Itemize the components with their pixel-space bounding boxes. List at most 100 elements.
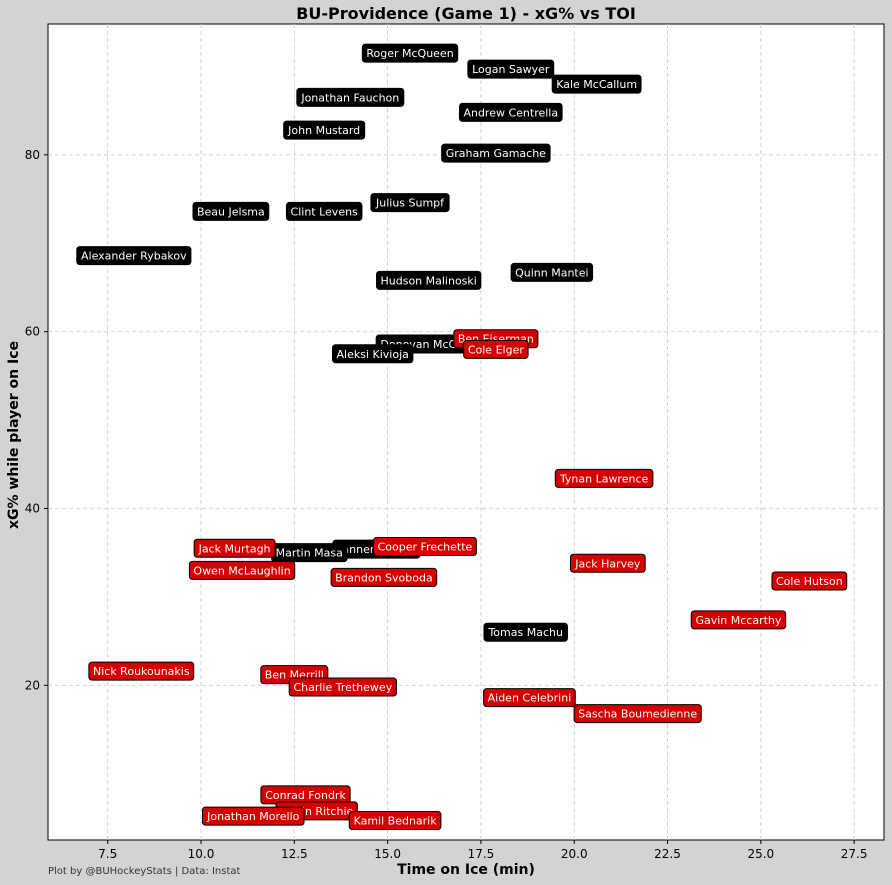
player-label-box — [458, 102, 563, 122]
player-point: Logan Sawyer — [467, 59, 555, 79]
player-point: Sascha Boumedienne — [573, 704, 702, 724]
player-label-box — [348, 811, 442, 831]
player-point: Aiden Celebrini — [483, 688, 576, 708]
player-point: Quinn Mantei — [510, 262, 594, 282]
player-label-box — [296, 87, 405, 107]
x-axis-label: Time on Ice (min) — [397, 862, 535, 878]
player-label-box — [467, 59, 555, 79]
player-point: John Mustard — [283, 120, 366, 140]
player-point: Owen McLaughlin — [188, 560, 296, 580]
player-name: Cole Elger — [468, 343, 524, 356]
player-label-box — [283, 120, 366, 140]
player-label-box — [285, 201, 363, 221]
player-label-box — [573, 704, 702, 724]
player-point: Kale McCallum — [551, 74, 642, 94]
player-name: Cole Hutson — [776, 575, 843, 588]
player-name: Tynan Lawrence — [559, 472, 649, 485]
player-label-box — [76, 246, 192, 266]
player-label-box — [193, 538, 276, 558]
player-point: Tomas Machu — [483, 622, 568, 642]
player-label-box — [332, 344, 414, 364]
player-point: Cooper Frechette — [372, 536, 477, 556]
player-label-box — [510, 262, 594, 282]
player-point: Conrad Fondrk — [260, 785, 351, 805]
player-name: Owen McLaughlin — [193, 564, 290, 577]
player-label-box — [569, 553, 646, 573]
player-label-box — [370, 193, 450, 213]
player-name: Cooper Frechette — [378, 540, 473, 553]
player-label-box — [551, 74, 642, 94]
player-point: Gavin Mccarthy — [690, 610, 787, 630]
x-tick-label: 27.5 — [841, 847, 868, 861]
player-point: Hudson Malinoski — [375, 270, 482, 290]
player-label-box — [361, 43, 459, 63]
player-point: Beau Jelsma — [192, 201, 270, 221]
player-name: Roger McQueen — [366, 47, 453, 60]
player-label-box — [372, 536, 477, 556]
player-point: Alexander Rybakov — [76, 246, 192, 266]
player-label-box — [463, 339, 529, 359]
player-label-box — [192, 201, 270, 221]
player-name: John Mustard — [287, 124, 360, 137]
x-tick-label: 20.0 — [561, 847, 588, 861]
player-name: Graham Gamache — [446, 147, 546, 160]
player-name: Kamil Bednarik — [354, 815, 438, 828]
player-point: Graham Gamache — [441, 143, 551, 163]
player-name: Tomas Machu — [487, 626, 563, 639]
y-axis-label: xG% while player on Ice — [6, 341, 22, 529]
player-point: Julius Sumpf — [370, 193, 450, 213]
player-point: Kamil Bednarik — [348, 811, 442, 831]
player-labels: Roger McQueen Logan Sawyer Kale McCallum Jo… — [76, 43, 848, 831]
x-tick-label: 12.5 — [281, 847, 308, 861]
player-name: Nick Roukounakis — [93, 665, 190, 678]
x-tick-label: 7.5 — [98, 847, 117, 861]
player-name: Beau Jelsma — [197, 205, 265, 218]
player-name: Hudson Malinoski — [380, 274, 476, 287]
x-tick-label: 15.0 — [374, 847, 401, 861]
player-name: Conrad Fondrk — [265, 789, 346, 802]
footer-credit: Plot by @BUHockeyStats | Data: Instat — [48, 866, 241, 877]
player-point: Aleksi Kivioja — [332, 344, 414, 364]
y-tick-label: 80 — [25, 148, 40, 162]
player-point: Charlie Trethewey — [288, 677, 397, 697]
player-name: Logan Sawyer — [472, 63, 550, 76]
y-tick-label: 60 — [25, 325, 40, 339]
player-name: Kale McCallum — [556, 78, 637, 91]
player-name: Gavin Mccarthy — [695, 614, 781, 627]
x-axis-ticks: 7.5 10.0 12.5 15.0 17.5 20.0 22.5 25.0 27.5 — [98, 840, 868, 861]
player-point: Jack Murtagh — [193, 538, 276, 558]
y-tick-label: 40 — [25, 501, 40, 515]
player-point: Cole Elger — [463, 339, 529, 359]
x-tick-label: 25.0 — [747, 847, 774, 861]
player-label-box — [771, 571, 848, 591]
player-name: Jonathan Fauchon — [300, 91, 399, 104]
player-point: Martin Masa — [271, 543, 348, 563]
plot-area — [47, 23, 885, 841]
player-name: Aiden Celebrini — [488, 692, 572, 705]
player-name: Julius Sumpf — [375, 197, 445, 210]
x-tick-label: 10.0 — [188, 847, 215, 861]
player-name: Clint Levens — [291, 205, 359, 218]
player-label-box — [188, 560, 296, 580]
player-label-box — [554, 468, 654, 488]
player-name: Sascha Boumedienne — [578, 708, 697, 721]
x-tick-label: 22.5 — [654, 847, 681, 861]
player-point: Roger McQueen — [361, 43, 459, 63]
player-name: Brandon Svoboda — [335, 571, 433, 584]
player-label-box — [330, 567, 438, 587]
player-name: Charlie Trethewey — [293, 681, 392, 694]
player-name: Jack Murtagh — [198, 542, 271, 555]
player-point: Jonathan Fauchon — [296, 87, 405, 107]
player-label-box — [441, 143, 551, 163]
player-label-box — [690, 610, 787, 630]
player-name: Alexander Rybakov — [81, 250, 187, 263]
player-name: Jack Harvey — [574, 557, 641, 570]
y-tick-label: 20 — [25, 678, 40, 692]
y-axis-ticks: 20 40 60 80 — [25, 148, 48, 692]
player-name: Jonathan Morello — [206, 810, 300, 823]
player-label-box — [288, 677, 397, 697]
player-point: Nick Roukounakis — [88, 661, 195, 681]
player-label-box — [483, 622, 568, 642]
player-label-box — [201, 806, 305, 826]
